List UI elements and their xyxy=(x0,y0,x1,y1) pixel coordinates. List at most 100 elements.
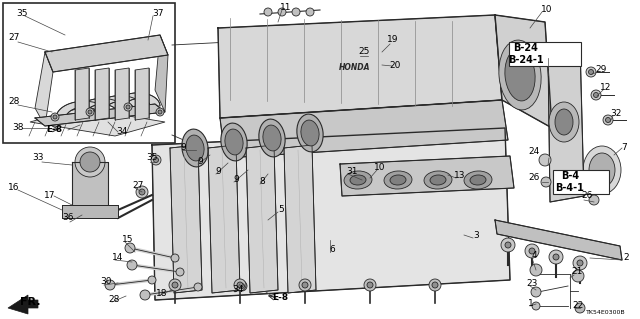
Text: 18: 18 xyxy=(156,290,168,299)
Ellipse shape xyxy=(225,129,243,155)
Polygon shape xyxy=(72,162,108,210)
Text: 35: 35 xyxy=(16,10,28,19)
Text: 23: 23 xyxy=(526,279,538,288)
Polygon shape xyxy=(220,100,508,158)
Polygon shape xyxy=(35,104,165,126)
Text: 26: 26 xyxy=(528,174,540,182)
Text: 30: 30 xyxy=(100,278,112,286)
Text: FR.: FR. xyxy=(20,297,40,307)
Text: 20: 20 xyxy=(389,62,401,70)
Polygon shape xyxy=(495,220,622,260)
Circle shape xyxy=(572,270,584,282)
Circle shape xyxy=(237,281,247,291)
Text: 27: 27 xyxy=(132,182,144,190)
Text: 25: 25 xyxy=(358,48,370,56)
Ellipse shape xyxy=(221,123,247,161)
Text: 9: 9 xyxy=(233,175,239,184)
Circle shape xyxy=(367,282,373,288)
Text: 26: 26 xyxy=(581,191,593,201)
Text: 7: 7 xyxy=(621,144,627,152)
Circle shape xyxy=(156,108,164,116)
Circle shape xyxy=(158,110,162,114)
Circle shape xyxy=(125,243,135,253)
Text: 27: 27 xyxy=(8,33,20,42)
Text: B-4: B-4 xyxy=(561,171,579,181)
Circle shape xyxy=(140,290,150,300)
Bar xyxy=(509,42,581,66)
Text: 1: 1 xyxy=(528,300,534,308)
Ellipse shape xyxy=(549,102,579,142)
Text: 9: 9 xyxy=(197,158,203,167)
Circle shape xyxy=(505,242,511,248)
Polygon shape xyxy=(135,68,149,120)
Polygon shape xyxy=(45,35,168,72)
Text: 29: 29 xyxy=(595,65,607,75)
Text: 15: 15 xyxy=(122,235,134,244)
Text: 34: 34 xyxy=(116,127,128,136)
Polygon shape xyxy=(96,96,144,110)
Text: 24: 24 xyxy=(529,147,540,157)
Text: HONDA: HONDA xyxy=(339,63,371,72)
Ellipse shape xyxy=(464,171,492,189)
Polygon shape xyxy=(340,156,514,196)
Ellipse shape xyxy=(182,129,208,167)
Circle shape xyxy=(88,110,92,114)
Text: 28: 28 xyxy=(108,295,120,305)
Polygon shape xyxy=(115,68,129,120)
Circle shape xyxy=(299,279,311,291)
Circle shape xyxy=(194,283,202,291)
Ellipse shape xyxy=(297,114,323,152)
Circle shape xyxy=(532,302,540,310)
Text: 9: 9 xyxy=(180,144,186,152)
Circle shape xyxy=(126,105,130,109)
Ellipse shape xyxy=(344,171,372,189)
Polygon shape xyxy=(218,15,502,118)
Ellipse shape xyxy=(583,146,621,194)
Text: B-24-1: B-24-1 xyxy=(508,55,544,65)
Polygon shape xyxy=(155,35,168,112)
Text: 6: 6 xyxy=(329,246,335,255)
Circle shape xyxy=(589,195,599,205)
Circle shape xyxy=(169,279,181,291)
Circle shape xyxy=(151,155,161,165)
Circle shape xyxy=(239,284,244,288)
Ellipse shape xyxy=(301,120,319,146)
Circle shape xyxy=(264,8,272,16)
Text: 38: 38 xyxy=(12,122,24,131)
Circle shape xyxy=(364,279,376,291)
Circle shape xyxy=(553,254,559,260)
Text: 36: 36 xyxy=(62,213,74,222)
Text: 14: 14 xyxy=(112,254,124,263)
Bar xyxy=(3,3,175,143)
Text: 3: 3 xyxy=(473,232,479,241)
Text: E-8: E-8 xyxy=(46,124,62,133)
Polygon shape xyxy=(30,108,165,136)
Circle shape xyxy=(577,260,583,266)
Circle shape xyxy=(589,70,593,75)
Circle shape xyxy=(127,260,137,270)
Circle shape xyxy=(51,113,59,121)
Circle shape xyxy=(136,186,148,198)
Circle shape xyxy=(530,264,542,276)
Text: 28: 28 xyxy=(8,98,20,107)
Text: 22: 22 xyxy=(572,301,584,310)
Text: 2: 2 xyxy=(623,254,629,263)
Text: 21: 21 xyxy=(572,268,582,277)
Polygon shape xyxy=(246,145,278,293)
Polygon shape xyxy=(116,93,160,106)
Polygon shape xyxy=(152,128,510,300)
Text: 5: 5 xyxy=(278,205,284,214)
Polygon shape xyxy=(76,99,128,114)
Text: 33: 33 xyxy=(32,153,44,162)
Ellipse shape xyxy=(589,153,615,187)
Text: 12: 12 xyxy=(600,84,612,93)
Circle shape xyxy=(86,108,94,116)
Polygon shape xyxy=(8,295,38,314)
Bar xyxy=(553,170,609,194)
Circle shape xyxy=(53,115,57,119)
Circle shape xyxy=(529,248,535,254)
Text: E-8: E-8 xyxy=(272,293,288,302)
Circle shape xyxy=(501,238,515,252)
Polygon shape xyxy=(548,44,584,202)
Ellipse shape xyxy=(555,109,573,135)
